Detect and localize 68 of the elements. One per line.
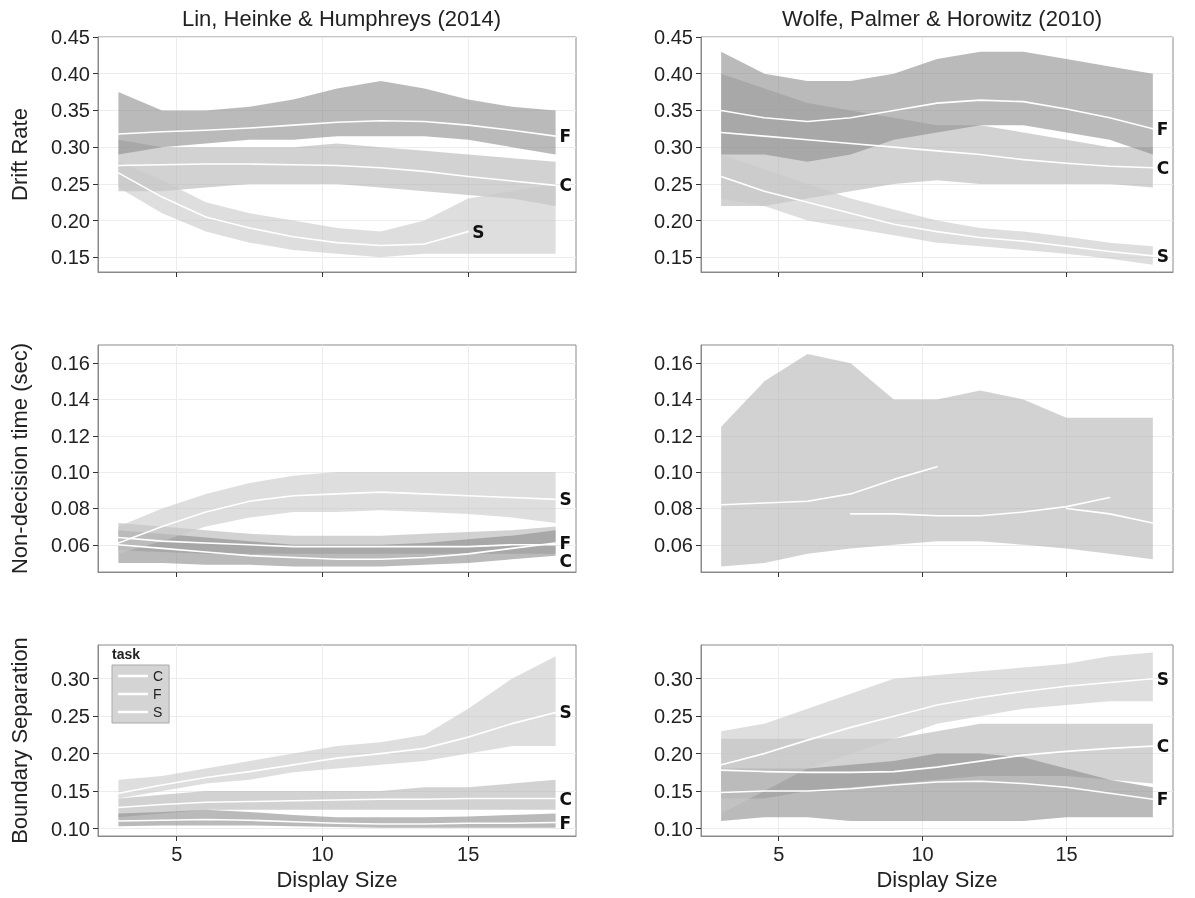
y-axis-title: Non-decision time (sec) (6, 342, 32, 575)
text: C (559, 788, 573, 809)
y-tick-label: 0.20 (654, 742, 693, 765)
y-tick-label: 0.25 (51, 705, 90, 728)
y-tick-label: 0.30 (654, 136, 693, 159)
series-label: S (472, 221, 485, 242)
y-tick-label: 0.35 (51, 99, 90, 122)
y-tick-label: 0.15 (51, 780, 90, 803)
y-tick-label: 0.12 (654, 424, 693, 447)
y-tick-label: 0.10 (51, 817, 90, 840)
y-tick-label: 0.25 (654, 172, 693, 195)
y-tick-label: 0.40 (51, 62, 90, 85)
x-axis-title: Display Size (876, 867, 998, 893)
y-tick-label: 0.30 (654, 667, 693, 690)
legend-title: task (112, 646, 141, 662)
y-tick-label: 0.08 (51, 497, 90, 520)
legend-label: F (153, 686, 162, 702)
text: S (559, 702, 572, 723)
x-tick-label: 5 (171, 843, 183, 865)
series-label: C (1156, 736, 1170, 757)
y-tick-label: 0.06 (51, 533, 90, 556)
x-tick-label: 15 (457, 843, 480, 865)
y-tick-label: 0.14 (654, 388, 693, 411)
series-label: C (559, 550, 573, 571)
y-tick-label: 0.45 (51, 26, 90, 48)
y-axis-title: Drift Rate (6, 108, 32, 201)
y-tick-label: 0.10 (654, 817, 693, 840)
x-tick-label: 15 (1055, 843, 1078, 865)
series-label: F (1156, 789, 1169, 810)
y-axis-title: Boundary Separation (6, 637, 32, 844)
y-tick-label: 0.16 (654, 352, 693, 375)
text: F (559, 812, 572, 833)
series-label: S (1156, 668, 1170, 689)
x-tick-label: 10 (911, 843, 934, 865)
y-tick-label: 0.40 (654, 62, 693, 85)
series-label: S (1156, 245, 1170, 266)
y-tick-label: 0.35 (654, 99, 693, 122)
series-label: C (559, 175, 573, 196)
y-tick-label: 0.10 (654, 461, 693, 484)
legend-label: C (153, 668, 164, 684)
series-label: S (559, 489, 572, 510)
x-tick-label: 5 (773, 843, 785, 865)
y-tick-label: 0.20 (51, 209, 90, 232)
y-tick-label: 0.25 (654, 705, 693, 728)
chart-title: Wolfe, Palmer & Horowitz (2010) (782, 5, 1102, 31)
x-tick-label: 10 (311, 843, 334, 865)
series-label: F (559, 532, 572, 553)
y-tick-label: 0.10 (51, 461, 90, 484)
x-axis-title: Display Size (276, 867, 398, 893)
y-tick-label: 0.15 (51, 246, 90, 269)
y-tick-label: 0.30 (51, 667, 90, 690)
y-tick-label: 0.12 (51, 424, 90, 447)
y-tick-label: 0.06 (654, 533, 693, 556)
y-tick-label: 0.20 (654, 209, 693, 232)
y-tick-label: 0.15 (654, 780, 693, 803)
y-tick-label: 0.14 (51, 388, 90, 411)
series-label: F (1156, 118, 1169, 139)
legend-label: S (153, 704, 163, 720)
y-tick-label: 0.20 (51, 742, 90, 765)
y-tick-label: 0.30 (51, 136, 90, 159)
y-tick-label: 0.45 (654, 26, 693, 48)
y-tick-label: 0.16 (51, 352, 90, 375)
series-label: F (559, 126, 572, 147)
chart-title: Lin, Heinke & Humphreys (2014) (181, 5, 502, 31)
y-tick-label: 0.25 (51, 172, 90, 195)
series-label: C (1156, 157, 1170, 178)
y-tick-label: 0.15 (654, 246, 693, 269)
y-tick-label: 0.08 (654, 497, 693, 520)
